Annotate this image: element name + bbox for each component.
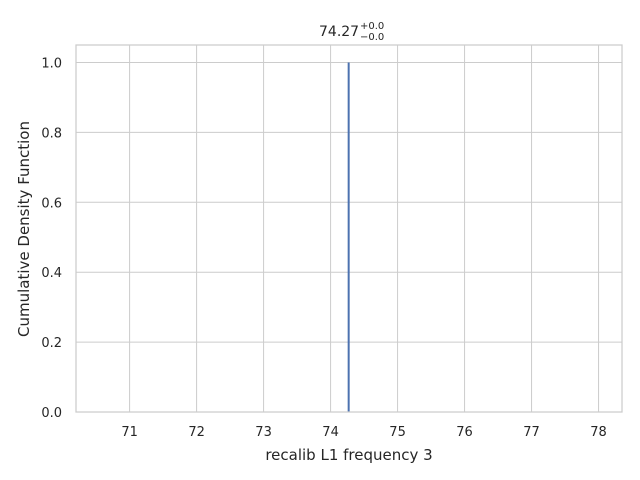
x-tick-labels: 71 72 73 74 75 76 77 78 (121, 425, 607, 440)
y-tick-label: 1.0 (41, 56, 62, 71)
title-upper: +0.0 (360, 21, 384, 32)
title-value: 74.27 (319, 24, 359, 40)
y-axis-label: Cumulative Density Function (15, 121, 33, 337)
x-tick-label: 77 (523, 425, 540, 440)
x-tick-label: 75 (389, 425, 406, 440)
x-tick-label: 74 (322, 425, 339, 440)
chart-title: 74.27 (319, 24, 359, 40)
x-tick-label: 78 (590, 425, 607, 440)
y-tick-label: 0.0 (41, 406, 62, 421)
plot-frame (75, 44, 623, 413)
y-tick-label: 0.2 (41, 336, 62, 351)
y-tick-label: 0.8 (41, 126, 62, 141)
x-tick-label: 76 (456, 425, 473, 440)
x-tick-label: 71 (121, 425, 138, 440)
x-tick-label: 72 (188, 425, 205, 440)
y-tick-labels: 0.0 0.2 0.4 0.6 0.8 1.0 (41, 56, 62, 421)
x-tick-label: 73 (255, 425, 272, 440)
x-axis-label: recalib L1 frequency 3 (265, 446, 432, 464)
title-lower: −0.0 (360, 32, 384, 43)
y-tick-label: 0.4 (41, 266, 62, 281)
y-tick-label: 0.6 (41, 196, 62, 211)
